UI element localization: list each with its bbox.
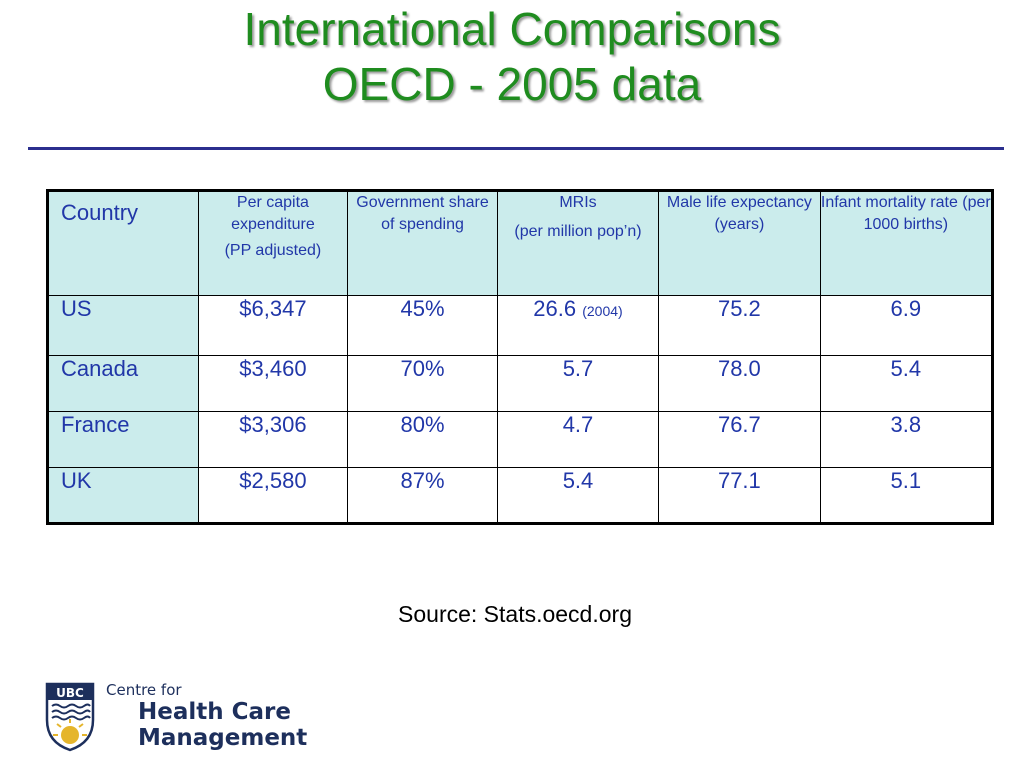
table-row: UK $2,580 87% 5.4 77.1 5.1 — [47, 467, 994, 524]
cell-male-life: 76.7 — [658, 411, 821, 468]
cell-male-life: 75.2 — [658, 295, 821, 356]
ubc-crest-icon: UBC — [45, 682, 95, 752]
cell-country: France — [47, 411, 199, 468]
table-row: Canada $3,460 70% 5.7 78.0 5.4 — [47, 355, 994, 412]
cell-expenditure: $3,460 — [197, 355, 349, 412]
logo-line-2: Health Care — [138, 699, 291, 725]
cell-mri: 5.7 — [496, 355, 660, 412]
title-line-1: International Comparisons — [243, 3, 781, 55]
header-gov-share: Government share of spending — [347, 190, 498, 296]
header-mri-unit: (per million pop’n) — [514, 223, 642, 240]
table-row: US $6,347 45% 26.6 (2004) 75.2 6.9 — [47, 295, 994, 356]
table-header-row: Country Per capita expenditure (PP adjus… — [47, 190, 994, 296]
logo-line-1: Centre for — [106, 681, 182, 699]
cell-country: US — [47, 295, 199, 356]
logo-wordmark: Centre for Health Care Management — [106, 682, 307, 751]
logo-line-3: Management — [138, 725, 308, 751]
cell-infant-mortality: 5.4 — [819, 355, 994, 412]
header-mri-main: MRIs — [559, 194, 597, 211]
cell-gov-share: 45% — [347, 295, 498, 356]
header-mri: MRIs (per million pop’n) — [496, 190, 660, 296]
source-note: Source: Stats.oecd.org — [398, 601, 632, 627]
cell-mri-year-note: (2004) — [582, 303, 623, 319]
title-divider — [28, 147, 1004, 150]
cell-infant-mortality: 5.1 — [819, 467, 994, 524]
title-line-2: OECD - 2005 data — [322, 58, 702, 110]
cell-infant-mortality: 6.9 — [819, 295, 994, 356]
cell-infant-mortality: 3.8 — [819, 411, 994, 468]
header-expenditure-note: (PP adjusted) — [224, 242, 322, 259]
crest-text: UBC — [56, 686, 84, 700]
cell-male-life: 77.1 — [658, 467, 821, 524]
header-expenditure-main: Per capita expenditure — [231, 194, 315, 233]
cell-expenditure: $2,580 — [197, 467, 349, 524]
cell-expenditure: $6,347 — [197, 295, 349, 356]
cell-mri: 26.6 (2004) — [496, 295, 660, 356]
cell-gov-share: 70% — [347, 355, 498, 412]
header-expenditure: Per capita expenditure (PP adjusted) — [197, 190, 349, 296]
cell-mri-value: 26.6 — [533, 296, 577, 321]
cell-male-life: 78.0 — [658, 355, 821, 412]
slide-title: International Comparisons OECD - 2005 da… — [0, 2, 1024, 112]
header-male-life: Male life expectancy (years) — [658, 190, 821, 296]
header-infant-mortality: Infant mortality rate (per 1000 births) — [819, 190, 994, 296]
cell-expenditure: $3,306 — [197, 411, 349, 468]
cell-country: Canada — [47, 355, 199, 412]
cell-mri: 5.4 — [496, 467, 660, 524]
comparison-table: Country Per capita expenditure (PP adjus… — [46, 189, 994, 525]
cell-gov-share: 87% — [347, 467, 498, 524]
table-row: France $3,306 80% 4.7 76.7 3.8 — [47, 411, 994, 468]
cell-mri: 4.7 — [496, 411, 660, 468]
cell-country: UK — [47, 467, 199, 524]
ubc-logo: UBC Centre for Health Care Management — [44, 682, 334, 758]
header-country: Country — [47, 190, 199, 296]
cell-gov-share: 80% — [347, 411, 498, 468]
